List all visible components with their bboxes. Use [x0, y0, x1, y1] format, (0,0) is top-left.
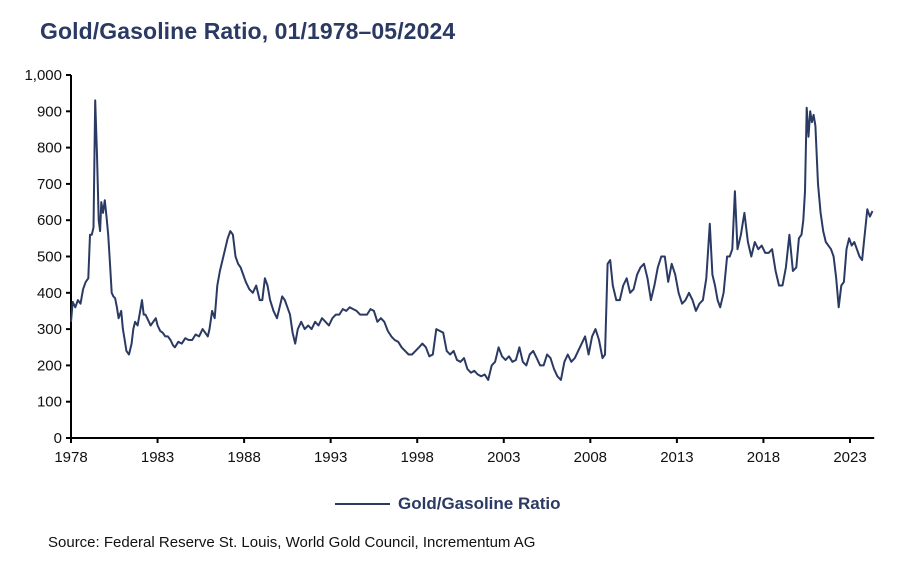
series-line-gold-gasoline-ratio — [70, 99, 874, 381]
x-axis: 1978 1983 1988 1993 1998 2003 2008 2013 2018 2023 — [54, 437, 875, 466]
x-tick-label: 1998 — [401, 449, 434, 466]
y-tick-label: 300 — [37, 321, 62, 338]
y-tick-label: 400 — [37, 285, 62, 302]
source-note: Source: Federal Reserve St. Louis, World… — [48, 534, 536, 551]
chart-title: Gold/Gasoline Ratio, 01/1978–05/2024 — [40, 18, 456, 44]
legend: Gold/Gasoline Ratio — [335, 494, 560, 514]
y-tick-label: 100 — [37, 394, 62, 411]
x-tick-label: 1978 — [54, 449, 87, 466]
y-tick-label: 900 — [37, 103, 62, 120]
x-tick-label: 1993 — [314, 449, 347, 466]
y-tick-label: 700 — [37, 176, 62, 193]
x-tick-label: 2018 — [747, 449, 780, 466]
y-axis: 0 100 200 300 400 500 600 700 800 900 1,000 — [24, 67, 72, 447]
y-tick-label: 0 — [54, 430, 62, 447]
x-tick-label: 2008 — [574, 449, 607, 466]
x-tick-label: 2023 — [833, 449, 866, 466]
legend-swatch — [335, 503, 390, 505]
x-tick-label: 1983 — [141, 449, 174, 466]
y-tick-label: 600 — [37, 212, 62, 229]
y-tick-label: 500 — [37, 249, 62, 266]
x-tick-label: 2003 — [487, 449, 520, 466]
y-tick-label: 800 — [37, 140, 62, 157]
x-tick-label: 1988 — [227, 449, 260, 466]
y-tick-label: 1,000 — [24, 67, 62, 84]
y-tick-label: 200 — [37, 357, 62, 374]
legend-label: Gold/Gasoline Ratio — [398, 494, 561, 513]
x-tick-label: 2013 — [660, 449, 693, 466]
